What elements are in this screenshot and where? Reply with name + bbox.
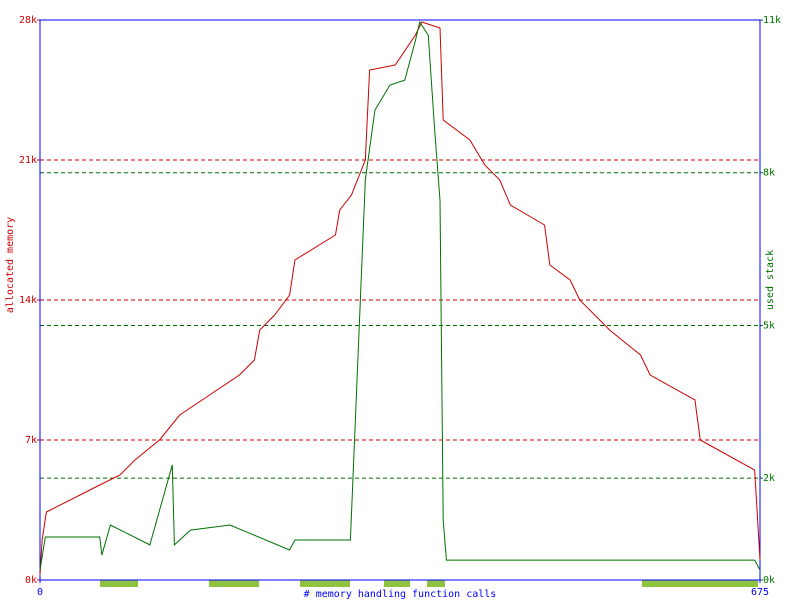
series-line (39, 21, 761, 576)
series-line (39, 20, 761, 571)
x-tick-label: 0 (37, 587, 43, 598)
bottom-markers (100, 580, 758, 587)
y2-tick-label: 11k (763, 15, 781, 26)
plot-frame (39, 19, 761, 581)
y2-tick-label: 5k (763, 320, 775, 331)
y-tick-label: 28k (19, 15, 37, 26)
y-tick-label: 0k (25, 575, 37, 586)
y-axis-label: allocated memory (5, 217, 16, 313)
y2-tick-label: 8k (763, 168, 775, 179)
y-tick-label: 14k (19, 295, 37, 306)
y-tick-label: 7k (25, 435, 37, 446)
y2-tick-label: 2k (763, 473, 775, 484)
x-tick-label: 675 (751, 587, 769, 598)
y-tick-label: 21k (19, 155, 37, 166)
x-axis-label: # memory handling function calls (304, 589, 497, 600)
y2-tick-label: 0k (763, 575, 775, 586)
y2-axis-label: used stack (765, 250, 776, 310)
